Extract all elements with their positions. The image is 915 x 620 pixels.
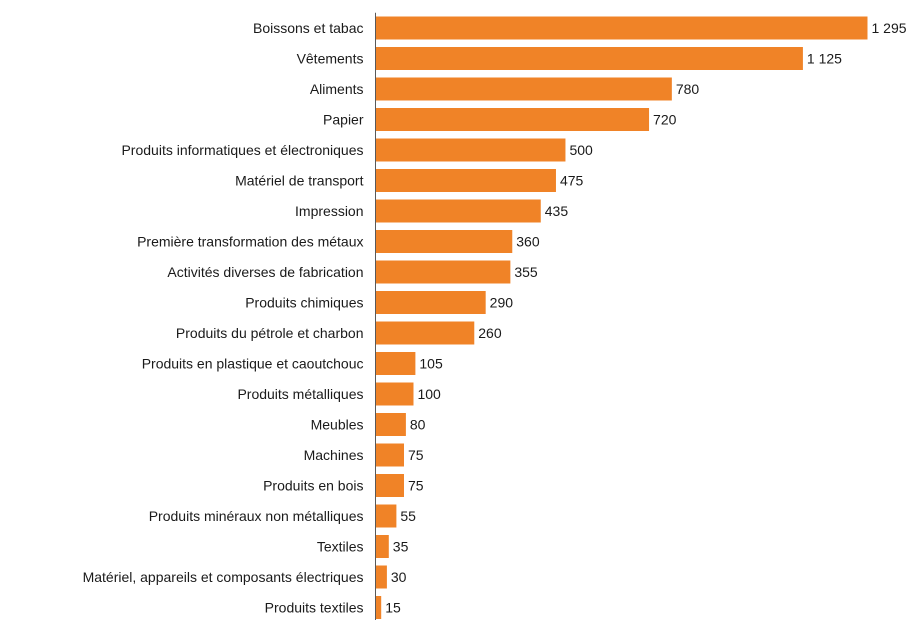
category-label: Produits textiles	[265, 600, 364, 616]
category-label: Machines	[304, 447, 364, 463]
category-label: Première transformation des métaux	[137, 234, 363, 250]
category-label: Produits chimiques	[245, 295, 363, 311]
value-label: 475	[560, 173, 584, 189]
value-label: 260	[478, 325, 502, 341]
bar	[375, 230, 513, 253]
category-label: Produits en bois	[263, 478, 363, 494]
category-label: Produits minéraux non métalliques	[149, 508, 364, 524]
category-label: Vêtements	[297, 51, 364, 67]
category-label: Produits métalliques	[237, 386, 363, 402]
bar	[375, 443, 404, 467]
bar	[375, 260, 511, 284]
value-label: 80	[410, 417, 426, 433]
value-label: 290	[490, 295, 514, 311]
category-label: Produits en plastique et caoutchouc	[142, 356, 364, 372]
bar	[375, 16, 868, 40]
value-label: 720	[653, 112, 677, 128]
bar	[375, 77, 672, 101]
bar	[375, 321, 475, 345]
value-label: 355	[514, 264, 538, 280]
bar	[375, 169, 556, 192]
bar	[375, 535, 389, 558]
value-label: 1 125	[807, 51, 842, 67]
category-label: Produits du pétrole et charbon	[176, 325, 364, 341]
value-label: 360	[516, 234, 540, 250]
category-label: Activités diverses de fabrication	[167, 264, 363, 280]
bar	[375, 108, 650, 131]
value-label: 35	[393, 539, 409, 555]
value-label: 435	[545, 203, 569, 219]
category-label: Meubles	[311, 417, 364, 433]
value-label: 15	[385, 600, 401, 616]
category-label: Produits informatiques et électroniques	[121, 142, 363, 158]
bar	[375, 138, 566, 162]
bar	[375, 565, 387, 589]
bar	[375, 199, 541, 223]
bar	[375, 382, 414, 406]
value-label: 30	[391, 569, 407, 585]
bar	[375, 291, 486, 314]
category-label: Textiles	[317, 539, 364, 555]
bar	[375, 47, 803, 70]
bar	[375, 596, 382, 619]
value-label: 75	[408, 447, 424, 463]
category-labels-group: Boissons et tabac Vêtements Aliments Papier…	[83, 20, 364, 616]
category-label: Matériel de transport	[235, 173, 364, 189]
bar	[375, 352, 416, 375]
bar	[375, 504, 397, 528]
value-label: 55	[400, 508, 416, 524]
value-label: 1 295	[872, 20, 907, 36]
category-label: Aliments	[310, 81, 364, 97]
bar	[375, 474, 404, 497]
category-label: Papier	[323, 112, 364, 128]
category-label: Boissons et tabac	[253, 20, 364, 36]
value-label: 75	[408, 478, 424, 494]
bar	[375, 413, 406, 436]
value-label: 100	[417, 386, 441, 402]
category-label: Impression	[295, 203, 363, 219]
category-label: Matériel, appareils et composants électr…	[83, 569, 364, 585]
value-label: 780	[676, 81, 700, 97]
bars-group	[375, 16, 868, 619]
value-label: 500	[569, 142, 593, 158]
value-label: 105	[419, 356, 443, 372]
